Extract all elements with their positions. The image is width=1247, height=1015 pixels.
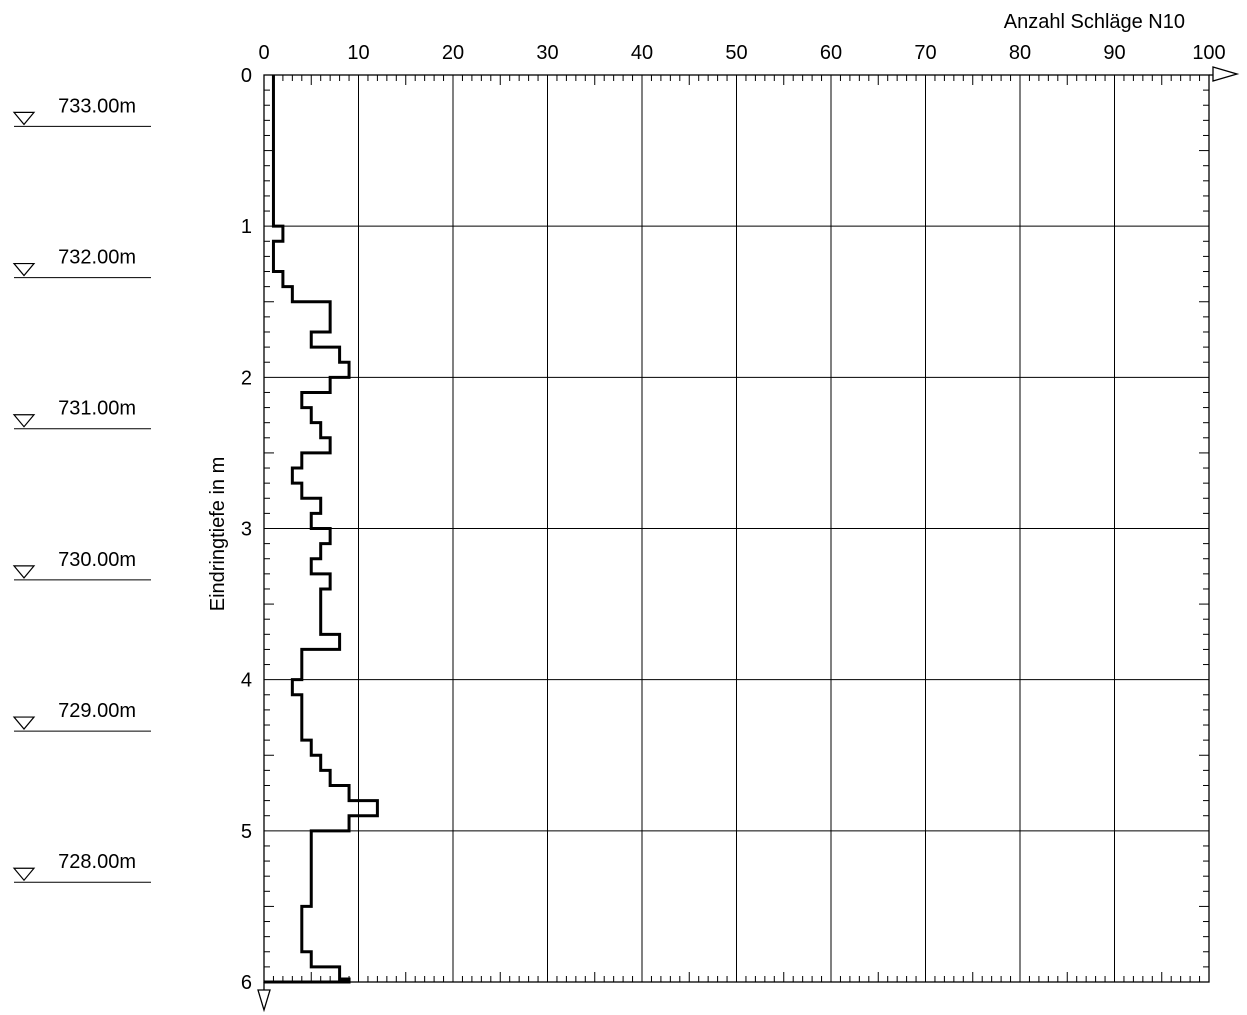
y-axis-arrow-icon — [257, 989, 271, 1013]
elevation-marker: 732.00m — [12, 247, 151, 279]
x-tick-label: 10 — [347, 42, 369, 64]
minor-ticks — [264, 75, 1209, 982]
plot-frame — [263, 74, 1213, 990]
x-tick-label: 0 — [258, 42, 269, 64]
y-tick-label: 6 — [241, 972, 252, 994]
water-level-triangle-icon — [12, 867, 36, 882]
x-tick-label: 20 — [442, 42, 464, 64]
x-tick-label: 50 — [725, 42, 747, 64]
water-level-triangle-icon — [12, 414, 36, 428]
elevation-label: 728.00m — [58, 851, 136, 873]
y-tick-label: 1 — [241, 216, 252, 238]
elevation-marker: 731.00m — [12, 398, 151, 430]
elevation-marker: 728.00m — [12, 851, 151, 883]
water-level-triangle-icon — [12, 262, 36, 277]
x-axis-label: Anzahl Schläge N10 — [1004, 11, 1185, 33]
x-tick-label: 90 — [1103, 42, 1125, 64]
x-tick-label: 70 — [914, 42, 936, 64]
y-tick-labels: 0 1 2 3 4 5 6 — [241, 65, 252, 994]
y-tick-label: 2 — [241, 367, 252, 389]
series-n10 — [264, 75, 379, 984]
x-tick-label: 100 — [1192, 42, 1225, 64]
elevation-marker: 733.00m — [12, 95, 151, 127]
elevation-marker: 730.00m — [12, 549, 151, 581]
y-tick-label: 5 — [241, 821, 252, 843]
x-tick-label: 80 — [1009, 42, 1031, 64]
water-level-triangle-icon — [12, 565, 36, 579]
n10-step-line — [264, 75, 379, 984]
elevation-label: 729.00m — [58, 700, 136, 722]
elevation-markers: 733.00m 732.00m 731.00m 730.00m 729.00m 728.0… — [12, 95, 151, 883]
y-tick-label: 0 — [241, 65, 252, 87]
x-tick-label: 40 — [631, 42, 653, 64]
x-axis-arrow-icon — [1212, 66, 1240, 82]
y-axis-label: Eindringtiefe in m — [207, 457, 229, 612]
y-tick-label: 3 — [241, 519, 252, 541]
elevation-label: 733.00m — [58, 95, 136, 117]
x-tick-label: 30 — [536, 42, 558, 64]
water-level-triangle-icon — [12, 111, 36, 126]
x-tick-label: 60 — [820, 42, 842, 64]
plot-frame-rect — [263, 74, 1210, 983]
elevation-label: 732.00m — [58, 247, 136, 269]
grid — [264, 75, 1209, 982]
water-level-triangle-icon — [12, 716, 36, 731]
elevation-label: 730.00m — [58, 549, 136, 571]
elevation-label: 731.00m — [58, 398, 136, 420]
x-tick-labels: 0 10 20 30 40 50 60 70 80 90 100 — [258, 42, 1225, 64]
y-tick-label: 4 — [241, 670, 252, 692]
elevation-marker: 729.00m — [12, 700, 151, 732]
